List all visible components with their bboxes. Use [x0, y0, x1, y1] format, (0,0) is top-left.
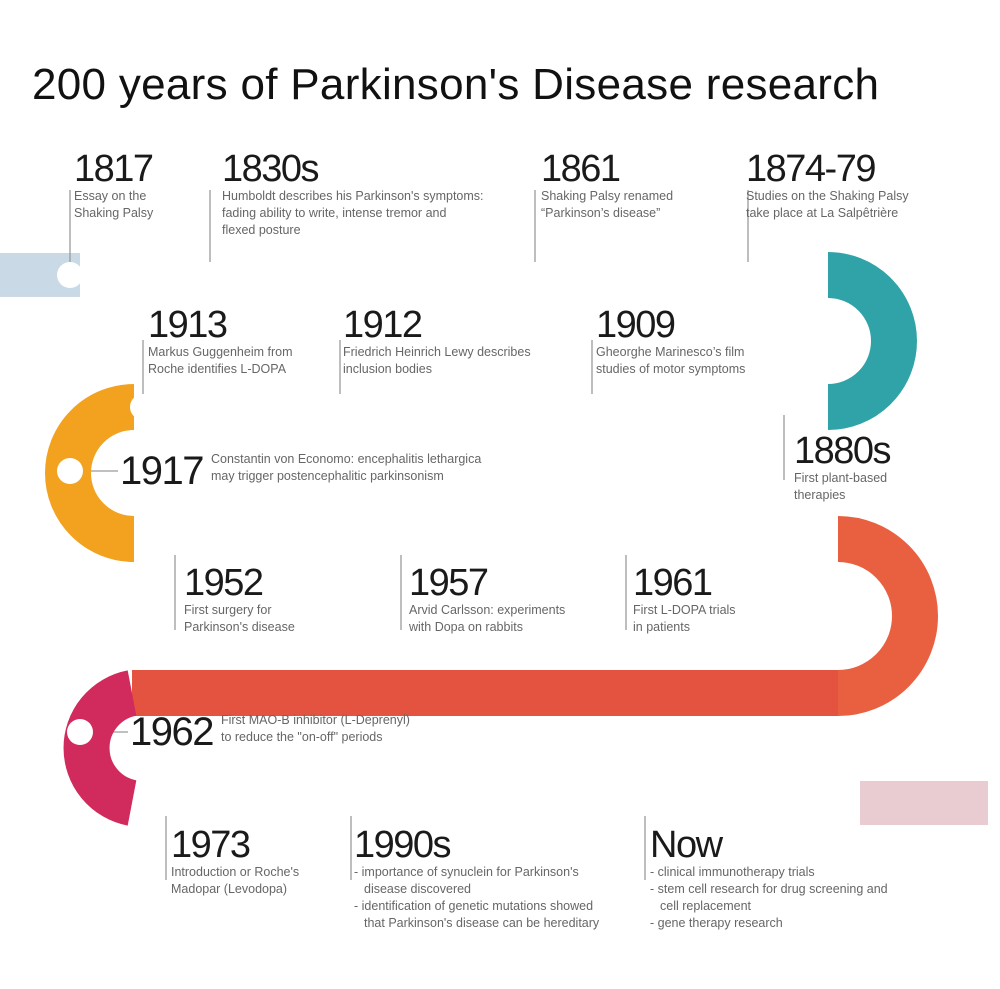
event-1917: 1917 Constantin von Economo: encephalitis… [120, 451, 481, 491]
event-bullet: clinical immunotherapy trials [650, 864, 888, 881]
milestone-dot [522, 262, 548, 288]
milestone-dot [632, 790, 658, 816]
event-year: 1952 [184, 562, 264, 604]
event-description: Studies on the Shaking Palsy take place … [746, 189, 909, 220]
event-description: Markus Guggenheim from Roche identifies … [148, 345, 293, 376]
event-bullet: importance of synuclein for Parkinson's … [354, 864, 599, 898]
milestone-dot [197, 262, 223, 288]
event-description: Gheorghe Marinesco’s film studies of mot… [596, 345, 746, 376]
event-year: 1817 [74, 148, 154, 190]
milestone-dot [388, 529, 414, 555]
event-year: 1913 [148, 304, 228, 346]
milestone-dot [57, 262, 83, 288]
event-bullets: importance of synuclein for Parkinson's … [354, 864, 600, 932]
milestone-dot [162, 529, 188, 555]
event-year: 1830s [222, 148, 320, 190]
event-1909: 1909 Gheorghe Marinesco’s film studies of… [596, 306, 745, 378]
event-year: 1912 [343, 304, 423, 346]
event-description: Arvid Carlsson: experiments with Dopa on… [409, 603, 566, 634]
event-year: 1957 [409, 562, 489, 604]
milestone-dot [57, 458, 83, 484]
event-description: Shaking Palsy renamed “Parkinson’s disea… [541, 189, 674, 220]
event-1880s: 1880s First plant-based therapies [794, 430, 892, 504]
event-bullet: gene therapy research [650, 915, 888, 932]
event-1973: 1973 Introduction or Roche's Madopar (Lev… [171, 826, 299, 898]
milestone-dot [735, 262, 761, 288]
event-description: First surgery for Parkinson's disease [184, 603, 295, 634]
event-year: 1874-79 [746, 148, 876, 190]
event-description: Friedrich Heinrich Lewy describes inclus… [343, 345, 531, 376]
event-year: 1973 [171, 824, 251, 866]
event-description: Essay on the Shaking Palsy [74, 189, 154, 220]
event-year: 1909 [596, 304, 676, 346]
event-1817: 1817 Essay on the Shaking Palsy [74, 148, 154, 222]
event-description: Humboldt describes his Parkinson's sympt… [222, 189, 484, 237]
event-1912: 1912 Friedrich Heinrich Lewy describes in… [343, 306, 531, 378]
milestone-dot [338, 790, 364, 816]
milestone-dot [613, 529, 639, 555]
milestone-dots [57, 262, 797, 816]
event-year: 1961 [633, 562, 713, 604]
event-year: 1962 [130, 710, 214, 754]
event-1874-79: 1874-79 Studies on the Shaking Palsy take… [746, 150, 909, 222]
event-year: 1990s [354, 824, 452, 866]
milestone-dot [579, 394, 605, 420]
event-description: First plant-based therapies [794, 471, 888, 502]
band-turn-1 [827, 252, 917, 430]
event-year: Now [650, 824, 723, 866]
event-description: Constantin von Economo: encephalitis let… [210, 452, 482, 483]
event-year: 1861 [541, 148, 621, 190]
event-1961: 1961 First L-DOPA trials in patients [633, 564, 736, 636]
event-year: 1880s [794, 430, 892, 472]
event-bullet: stem cell research for drug screening an… [650, 881, 888, 915]
event-description: First L-DOPA trials in patients [633, 603, 736, 634]
event-1830s: 1830s Humboldt describes his Parkinson's … [222, 150, 484, 239]
event-description: Introduction or Roche's Madopar (Levodop… [171, 865, 300, 896]
event-bullets: clinical immunotherapy trialsstem cell r… [650, 864, 888, 932]
event-year: 1917 [120, 449, 204, 493]
milestone-dot [327, 394, 353, 420]
infographic-title: 200 years of Parkinson's Disease researc… [32, 60, 880, 109]
event-now: Nowclinical immunotherapy trialsstem cel… [650, 826, 888, 932]
connector-lines [69, 190, 785, 880]
event-1990s: 1990simportance of synuclein for Parkins… [354, 826, 599, 932]
milestone-dot [771, 389, 797, 415]
event-description: First MAO-B inhibitor (L-Deprenyl) to re… [220, 713, 410, 744]
event-1913: 1913 Markus Guggenheim from Roche identif… [148, 306, 293, 378]
event-1952: 1952 First surgery for Parkinson's diseas… [184, 564, 295, 636]
event-1957: 1957 Arvid Carlsson: experiments with Dop… [409, 564, 565, 636]
milestone-dot [67, 719, 93, 745]
event-1962: 1962 First MAO-B inhibitor (L-Deprenyl) t… [130, 712, 410, 752]
event-bullet: identification of genetic mutations show… [354, 898, 600, 932]
milestone-dot [153, 790, 179, 816]
milestone-dot [130, 394, 156, 420]
band-turn-3 [837, 516, 938, 716]
event-1861: 1861 Shaking Palsy renamed “Parkinson’s d… [541, 150, 673, 222]
